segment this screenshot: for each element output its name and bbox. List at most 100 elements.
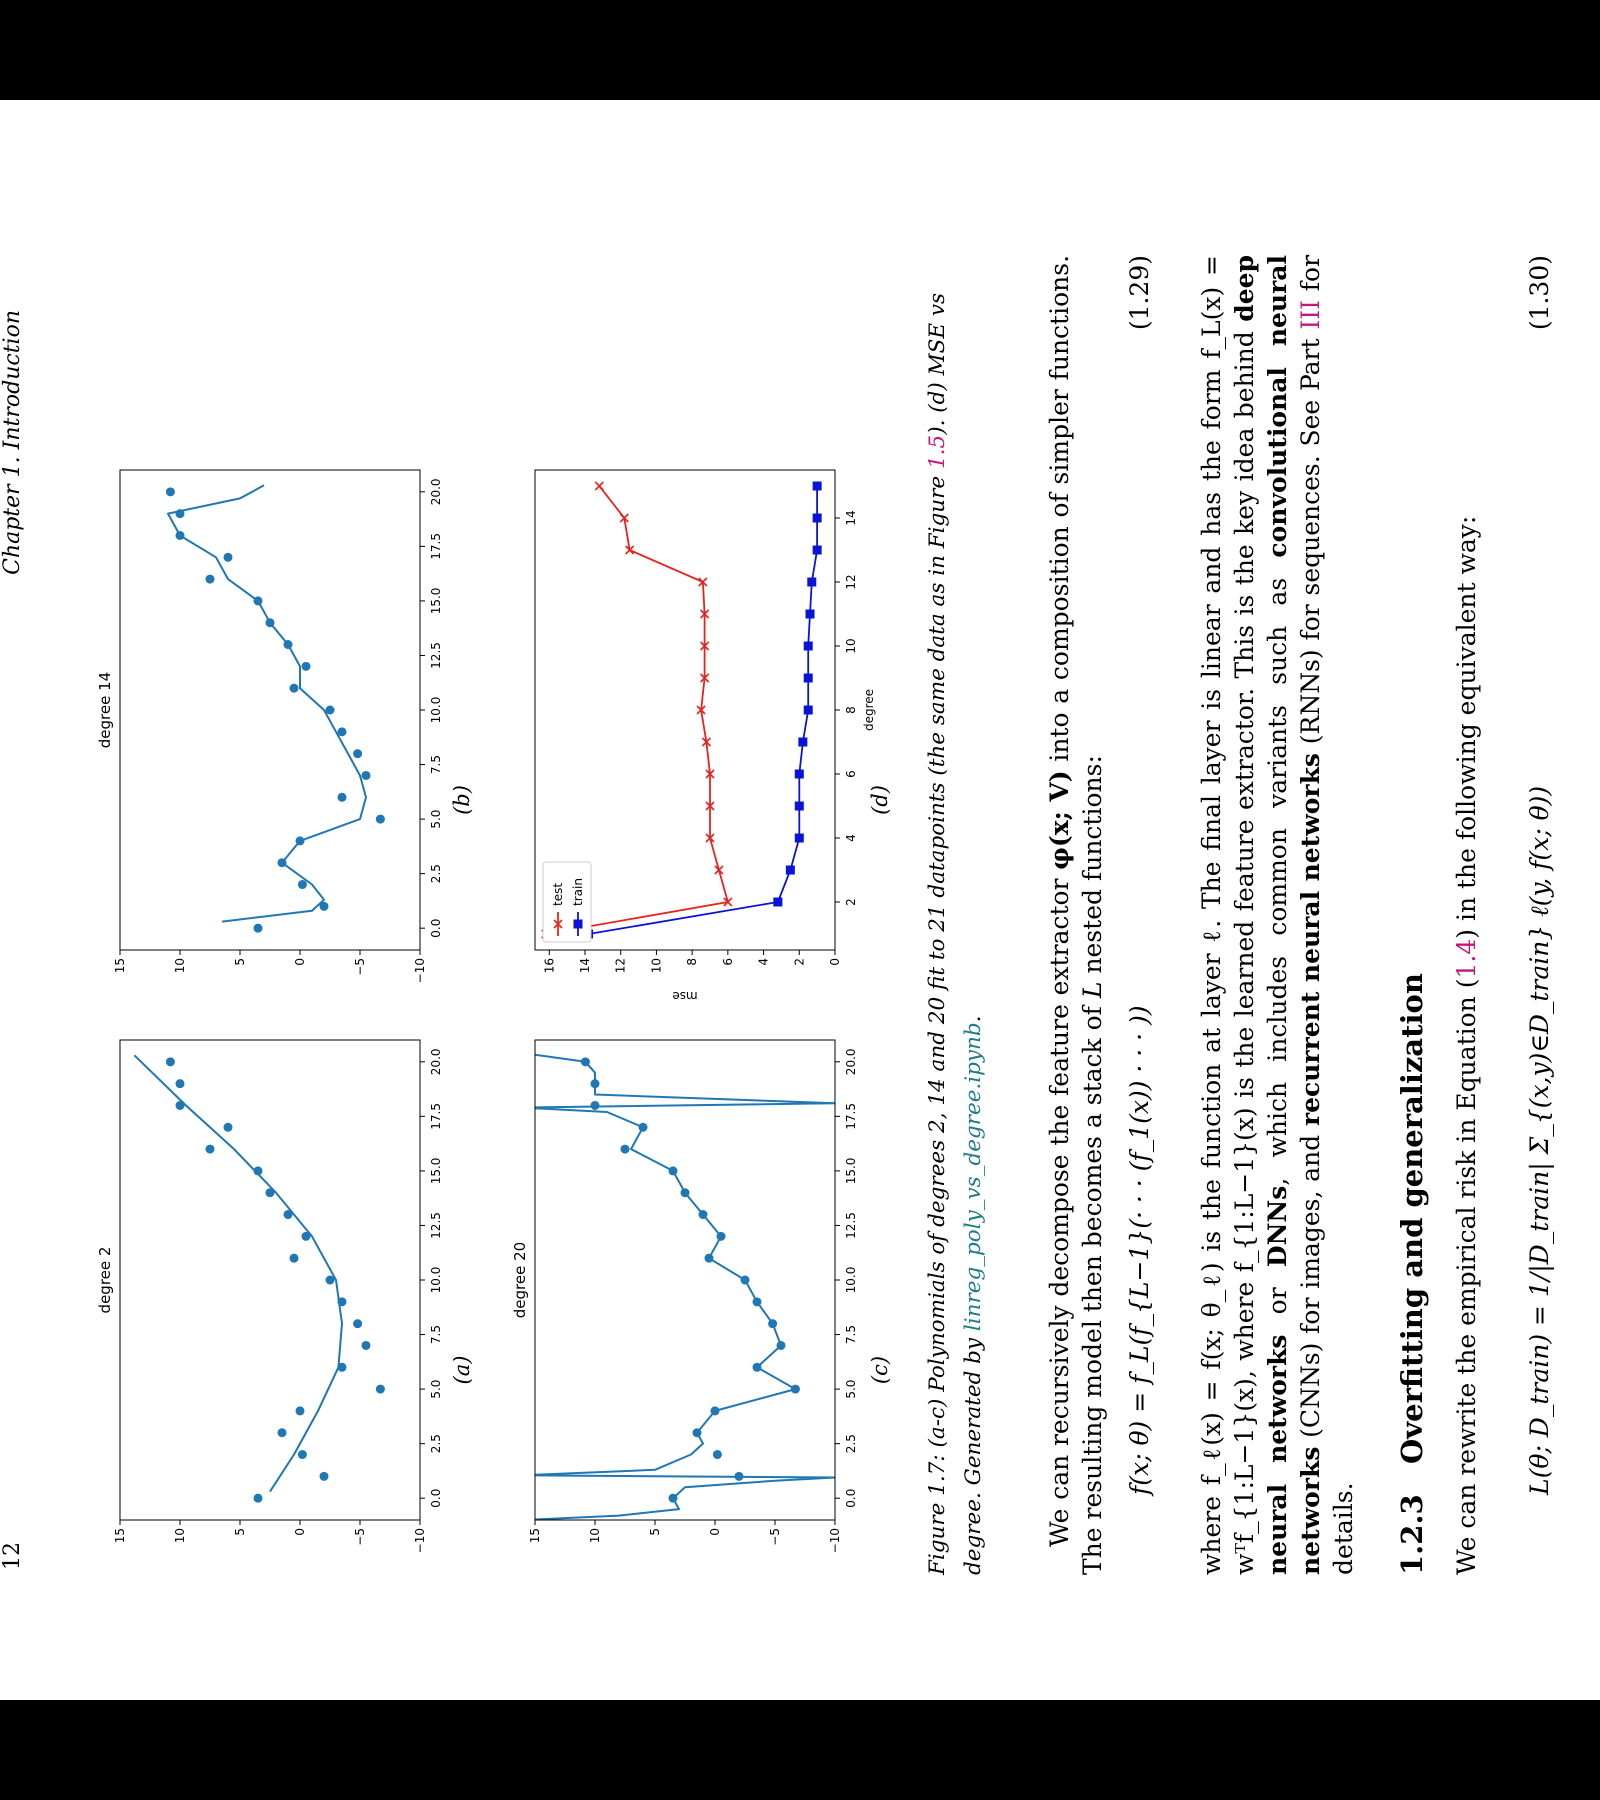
- x-tick-label: 8: [844, 706, 858, 714]
- x-tick-label: 17.5: [429, 533, 443, 560]
- x-tick-label: 20.0: [429, 478, 443, 505]
- equation-1-29: f(x; θ) = f_L(f_{L−1}(· · · (f_1(x)) · ·…: [1125, 255, 1165, 1575]
- data-point: [668, 1493, 678, 1503]
- equation-ref-link[interactable]: 1.4: [1452, 938, 1481, 979]
- y-tick-label: 10: [588, 1528, 602, 1543]
- data-point: [716, 1231, 726, 1241]
- y-tick-label: 10: [173, 1528, 187, 1543]
- x-tick-label: 2: [844, 898, 858, 906]
- marker-test: [714, 865, 724, 875]
- x-tick-label: 15.0: [844, 1158, 858, 1185]
- data-point: [752, 1297, 762, 1307]
- marker-test: [723, 897, 733, 907]
- section-title: Overfitting and generalization: [1395, 973, 1429, 1464]
- x-tick-label: 4: [844, 834, 858, 842]
- document-page: 12 Chapter 1. Introduction degree 2 0.0 2.…: [0, 100, 1600, 1700]
- x-tick-label: 5.0: [429, 1380, 443, 1399]
- x-tick-label: 20.0: [429, 1048, 443, 1075]
- marker-train: [803, 705, 813, 715]
- data-point: [289, 683, 299, 693]
- fit-curve: [535, 1052, 835, 1520]
- chart-title: degree 14: [96, 672, 114, 748]
- text-run: where f_ℓ(x) = f(x; θ_ℓ) is the function…: [1197, 255, 1259, 1575]
- data-point: [319, 1471, 329, 1481]
- data-point: [337, 1297, 347, 1307]
- data-point: [175, 530, 185, 540]
- data-point: [790, 1384, 800, 1394]
- marker-test: [700, 641, 710, 651]
- x-tick-label: 12.5: [429, 642, 443, 669]
- x-axis-label: degree: [862, 689, 876, 731]
- y-tick-label: 5: [648, 1528, 662, 1536]
- figure-caption: Figure 1.7: (a-c) Polynomials of degrees…: [920, 255, 992, 1575]
- marker-test: [705, 769, 715, 779]
- data-point: [253, 1166, 263, 1176]
- x-tick-label: 5.0: [429, 810, 443, 829]
- marker-test: [696, 705, 706, 715]
- part-ref-link[interactable]: III: [1296, 300, 1325, 330]
- data-point: [680, 1188, 690, 1198]
- text-run: ) in the following equivalent way:: [1452, 515, 1481, 939]
- data-point: [712, 1450, 722, 1460]
- y-tick-label: −5: [353, 1528, 367, 1546]
- panel-label-b: (b): [450, 785, 474, 815]
- text-run: We can recursively decompose the feature…: [1045, 869, 1074, 1548]
- data-point: [297, 1450, 307, 1460]
- data-point: [361, 1340, 371, 1350]
- data-point: [283, 1210, 293, 1220]
- figure-label: Figure 1.7:: [925, 1454, 950, 1575]
- marker-train: [794, 833, 804, 843]
- x-tick-label: 12.5: [844, 1212, 858, 1239]
- equation-1-30: L(θ; D_train) = 1/|D_train| Σ_{(x,y)∈D_t…: [1525, 255, 1565, 1575]
- data-point: [638, 1122, 648, 1132]
- data-point: [175, 1079, 185, 1089]
- data-point: [325, 1275, 335, 1285]
- y-axis-label: mse: [672, 989, 697, 1003]
- x-tick-label: 7.5: [844, 1325, 858, 1344]
- x-tick-label: 2.5: [844, 1434, 858, 1453]
- marker-test: [705, 833, 715, 843]
- y-tick-label: 12: [614, 958, 628, 973]
- page-number: 12: [0, 1542, 25, 1570]
- data-point: [692, 1428, 702, 1438]
- y-tick-label: 8: [685, 958, 699, 966]
- y-tick-label: −10: [828, 1528, 842, 1553]
- data-point: [337, 1362, 347, 1372]
- y-tick-label: −5: [768, 1528, 782, 1546]
- plot-frame: [534, 1039, 836, 1521]
- x-tick-label: 10: [844, 638, 858, 653]
- marker-test: [701, 737, 711, 747]
- chart-degree-14: degree 14 0.0 2.5 5.0 7.5 10.0 12.5 15.0 17.5 20.…: [96, 469, 443, 983]
- text-run: or: [1263, 1267, 1292, 1335]
- notebook-link[interactable]: linreg_poly_vs_degree.ipynb: [961, 1022, 986, 1332]
- x-tick-label: 14: [844, 510, 858, 525]
- plot-frame: [119, 469, 421, 951]
- x-tick-label: 0.0: [844, 1489, 858, 1508]
- x-tick-label: 15.0: [429, 1158, 443, 1185]
- data-point: [223, 552, 233, 562]
- legend-marker-train: [573, 919, 583, 929]
- text-run: (CNNs) for images, and: [1296, 1126, 1325, 1447]
- y-tick-label: 14: [578, 958, 592, 973]
- data-point: [205, 1144, 215, 1154]
- x-tick-label: 5.0: [844, 1380, 858, 1399]
- y-tick-label: 2: [792, 958, 806, 966]
- data-point: [361, 770, 371, 780]
- data-point: [776, 1340, 786, 1350]
- math-L: L: [1078, 981, 1107, 999]
- y-tick-label: 5: [233, 958, 247, 966]
- data-point: [205, 574, 215, 584]
- math-phi: φ(x; V): [1045, 770, 1074, 870]
- figure-ref-link[interactable]: 1.5: [925, 434, 950, 469]
- data-point: [283, 640, 293, 650]
- legend-marker-test: [553, 919, 563, 929]
- data-point: [353, 749, 363, 759]
- x-tick-label: 0.0: [429, 1489, 443, 1508]
- plot-frame: [119, 1039, 421, 1521]
- data-point: [277, 858, 287, 868]
- marker-test: [698, 577, 708, 587]
- data-point: [253, 596, 263, 606]
- y-tick-label: 15: [528, 1528, 542, 1543]
- panel-label-d: (d): [868, 785, 892, 815]
- text-run: We can rewrite the empirical risk in Equ…: [1452, 978, 1481, 1575]
